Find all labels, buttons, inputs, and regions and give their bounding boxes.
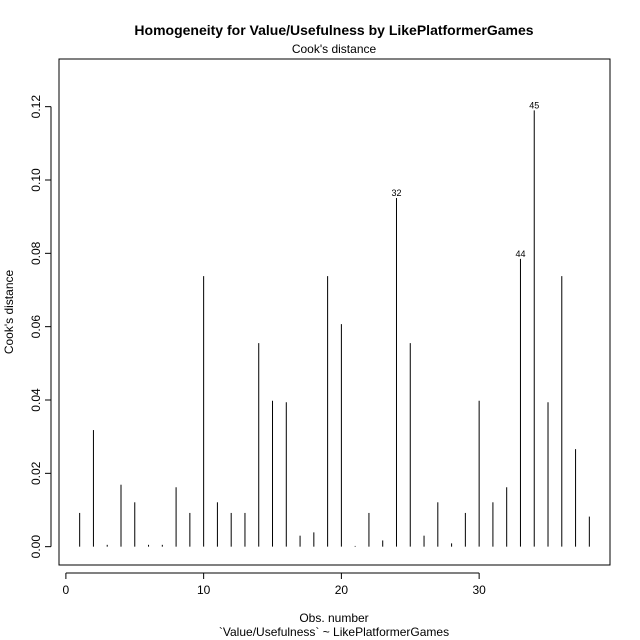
x-tick-label-10: 10 [197, 583, 211, 597]
point-label-32: 32 [391, 188, 401, 198]
y-axis-label: Cook's distance [2, 270, 16, 355]
x-axis-subcaption: `Value/Usefulness` ~ LikePlatformerGames [219, 625, 449, 639]
y-tick-label-1: 0.02 [29, 461, 43, 485]
y-tick-label-4: 0.08 [29, 241, 43, 265]
bars-group [79, 110, 590, 547]
y-axis: 0.00 0.02 0.04 0.06 0.08 0.10 0.12 [29, 95, 52, 559]
point-label-44: 44 [515, 249, 525, 259]
x-tick-label-30: 30 [472, 583, 486, 597]
plot-frame [58, 58, 611, 566]
y-tick-label-0: 0.00 [29, 535, 43, 559]
point-labels-group: 32 44 45 [391, 100, 539, 259]
point-label-45: 45 [529, 100, 539, 110]
chart-title: Homogeneity for Value/Usefulness by Like… [134, 22, 533, 38]
chart-subtitle: Cook's distance [292, 42, 377, 56]
x-axis: 0 10 20 30 [63, 572, 486, 597]
y-tick-label-2: 0.04 [29, 388, 43, 412]
x-tick-label-20: 20 [335, 583, 349, 597]
y-tick-label-3: 0.06 [29, 315, 43, 339]
y-tick-label-5: 0.10 [29, 168, 43, 192]
x-tick-label-0: 0 [63, 583, 70, 597]
y-tick-label-6: 0.12 [29, 95, 43, 119]
x-axis-label: Obs. number [299, 611, 368, 625]
